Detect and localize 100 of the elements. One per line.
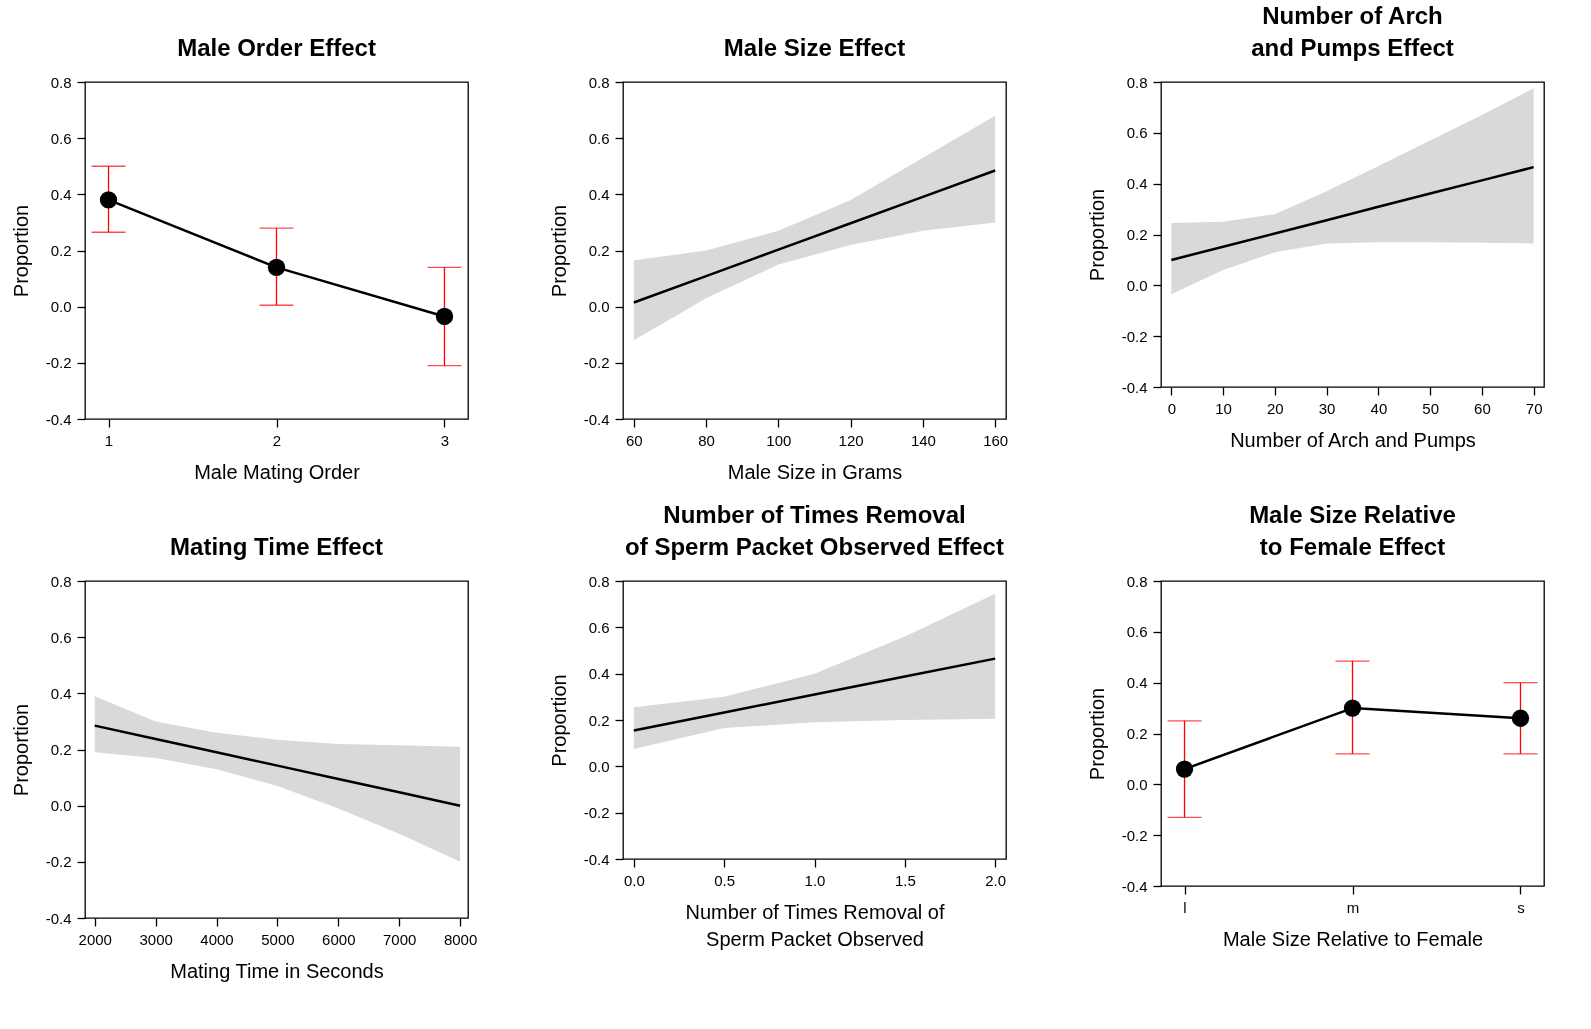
point bbox=[435, 307, 454, 326]
x-axis-title: Number of Times Removal of Sperm Packet Observed bbox=[685, 900, 945, 950]
point bbox=[1175, 760, 1194, 778]
y-axis-title: Proportion bbox=[547, 204, 570, 298]
y-tick-label: 0.6 bbox=[588, 129, 610, 147]
y-tick-label: 0.8 bbox=[588, 73, 610, 91]
line-series bbox=[632, 169, 997, 304]
x-tick-label: 160 bbox=[983, 431, 1009, 449]
y-tick-label: 0.0 bbox=[588, 757, 610, 775]
x-tick-label: 2000 bbox=[78, 930, 112, 948]
x-tick-label: 60 bbox=[626, 431, 643, 449]
y-tick-label: 0.8 bbox=[1126, 572, 1148, 590]
y-tick-label: 0.6 bbox=[1126, 623, 1148, 641]
y-tick-label: 0.4 bbox=[1126, 175, 1148, 193]
x-axis-title: Male Mating Order bbox=[194, 460, 361, 483]
point bbox=[267, 258, 286, 276]
y-tick-label: 0.2 bbox=[1126, 226, 1148, 243]
x-tick-label: 50 bbox=[1422, 399, 1439, 417]
y-axis-title: Proportion bbox=[1085, 188, 1108, 282]
x-tick-label: 0.0 bbox=[623, 871, 645, 889]
y-tick-label: 0.2 bbox=[50, 741, 72, 758]
x-tick-label: 80 bbox=[698, 431, 715, 449]
x-tick-label: m bbox=[1346, 898, 1360, 916]
x-tick-label: 20 bbox=[1267, 399, 1284, 417]
x-tick-label: 120 bbox=[838, 431, 864, 449]
x-axis-title: Male Size in Grams bbox=[727, 460, 903, 483]
y-axis-title: Proportion bbox=[9, 703, 32, 797]
x-tick-label: l bbox=[1183, 898, 1187, 916]
y-tick-label: 0.4 bbox=[50, 185, 72, 203]
x-tick-label: 5000 bbox=[261, 930, 295, 948]
x-tick-label: 3000 bbox=[139, 930, 173, 948]
y-tick-label: -0.2 bbox=[1121, 327, 1148, 345]
point bbox=[1343, 699, 1362, 717]
x-tick-label: 4000 bbox=[200, 930, 234, 948]
y-tick-label: -0.4 bbox=[45, 909, 72, 927]
chart-title: Mating Time Effect bbox=[170, 533, 383, 560]
x-axis-title: Male Size Relative to Female bbox=[1222, 927, 1484, 950]
y-tick-label: 0.4 bbox=[588, 185, 610, 203]
x-tick-label: 70 bbox=[1525, 399, 1543, 417]
x-tick-label: 100 bbox=[766, 431, 792, 449]
chart-title: Number of Times Removal of Sperm Packet Observed Effect bbox=[625, 501, 1004, 560]
y-tick-label: -0.2 bbox=[45, 853, 72, 871]
chart-title: Male Size Relative to Female Effect bbox=[1249, 501, 1456, 560]
chart-title: Male Order Effect bbox=[177, 34, 376, 61]
y-tick-label: 0.6 bbox=[50, 628, 72, 646]
y-tick-label: -0.4 bbox=[1121, 877, 1148, 895]
line-series bbox=[632, 657, 997, 732]
y-tick-label: 0.8 bbox=[50, 572, 72, 590]
y-tick-label: -0.4 bbox=[583, 410, 610, 428]
line-series bbox=[93, 724, 462, 807]
x-tick-label: 1.0 bbox=[804, 871, 826, 889]
y-tick-label: -0.4 bbox=[583, 850, 610, 868]
x-axis-title: Mating Time in Seconds bbox=[170, 959, 384, 982]
line-series bbox=[1170, 165, 1535, 262]
x-tick-label: 1 bbox=[104, 431, 114, 449]
y-tick-label: 0.2 bbox=[1126, 725, 1148, 742]
x-tick-label: 7000 bbox=[383, 930, 417, 948]
x-tick-label: 60 bbox=[1474, 399, 1491, 417]
y-tick-label: 0.0 bbox=[50, 298, 72, 316]
point bbox=[1511, 709, 1530, 727]
x-tick-label: 0 bbox=[1167, 399, 1177, 417]
x-tick-label: 3 bbox=[440, 431, 450, 449]
y-tick-label: 0.2 bbox=[588, 711, 610, 729]
chart-title: Number of Arch and Pumps Effect bbox=[1251, 2, 1454, 61]
y-tick-label: 0.8 bbox=[50, 73, 72, 91]
y-tick-label: -0.2 bbox=[583, 354, 610, 372]
y-tick-label: -0.2 bbox=[45, 354, 72, 372]
x-tick-label: 10 bbox=[1215, 399, 1232, 417]
x-tick-label: 2 bbox=[272, 431, 282, 449]
chart-title: Male Size Effect bbox=[723, 34, 906, 61]
y-tick-label: -0.2 bbox=[583, 804, 610, 822]
x-tick-label: s bbox=[1517, 898, 1525, 916]
x-tick-label: 2.0 bbox=[985, 871, 1007, 889]
y-axis-title: Proportion bbox=[547, 674, 570, 767]
x-tick-label: 0.5 bbox=[714, 871, 736, 889]
y-tick-label: 0.4 bbox=[1126, 674, 1148, 692]
y-tick-label: 0.0 bbox=[1126, 276, 1148, 294]
y-tick-label: 0.6 bbox=[50, 129, 72, 147]
x-tick-label: 30 bbox=[1318, 399, 1336, 417]
x-tick-label: 8000 bbox=[443, 930, 478, 948]
y-tick-label: 0.2 bbox=[50, 242, 72, 259]
y-tick-label: 0.4 bbox=[588, 665, 610, 683]
y-tick-label: 0.8 bbox=[1126, 73, 1148, 91]
y-tick-label: 0.0 bbox=[588, 298, 610, 316]
y-axis-title: Proportion bbox=[9, 204, 32, 298]
point bbox=[99, 191, 118, 209]
x-tick-label: 40 bbox=[1370, 399, 1388, 417]
x-tick-label: 140 bbox=[910, 431, 936, 449]
y-tick-label: -0.2 bbox=[1121, 826, 1148, 844]
y-tick-label: -0.4 bbox=[45, 410, 72, 428]
y-tick-label: 0.2 bbox=[588, 242, 610, 259]
y-tick-label: 0.6 bbox=[1126, 124, 1148, 142]
y-tick-label: 0.0 bbox=[1126, 775, 1148, 793]
y-tick-label: -0.4 bbox=[1121, 378, 1148, 396]
y-tick-label: 0.0 bbox=[50, 797, 72, 815]
y-tick-label: 0.4 bbox=[50, 684, 72, 702]
x-axis-title: Number of Arch and Pumps bbox=[1230, 428, 1476, 451]
y-tick-label: 0.6 bbox=[588, 618, 610, 636]
x-tick-label: 6000 bbox=[322, 930, 356, 948]
x-tick-label: 1.5 bbox=[894, 871, 916, 889]
